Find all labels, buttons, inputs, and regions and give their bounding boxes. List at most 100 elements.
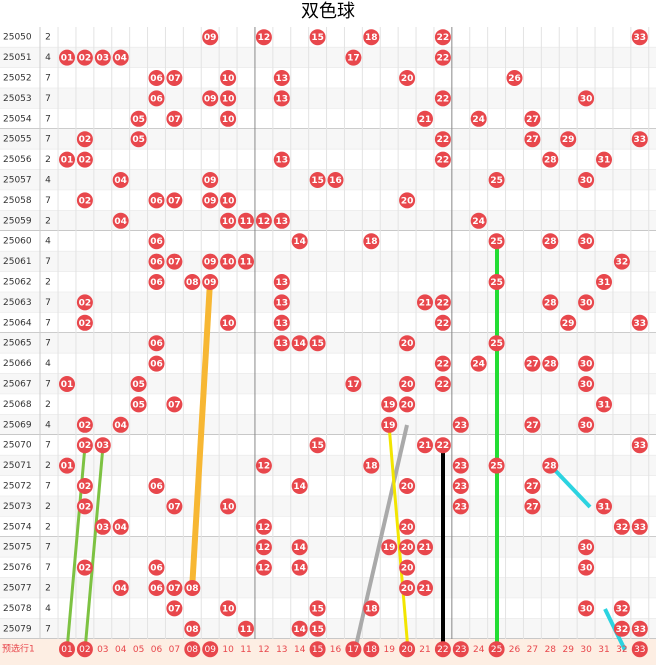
ball-number: 21 — [419, 584, 432, 594]
ball-number: 32 — [616, 625, 629, 635]
ball — [524, 498, 541, 515]
ball-number: 05 — [132, 400, 145, 410]
row-bg — [0, 537, 656, 558]
ball-number: 11 — [240, 217, 253, 227]
ball-number: 22 — [437, 54, 450, 64]
ball-number: 07 — [168, 584, 181, 594]
ball — [184, 580, 201, 596]
ball — [327, 172, 344, 188]
ball — [488, 335, 505, 352]
ball — [631, 518, 648, 535]
count: 7 — [45, 624, 51, 634]
ball — [363, 233, 380, 250]
ball — [76, 192, 93, 209]
ball — [76, 498, 93, 515]
period: 25053 — [3, 94, 32, 104]
ball — [59, 457, 75, 474]
trend-line — [549, 464, 592, 509]
grid — [0, 27, 656, 665]
count: 2 — [45, 400, 51, 410]
ball — [434, 314, 451, 331]
preselect-ball — [631, 641, 648, 658]
trend-line — [189, 281, 213, 591]
ball-number: 24 — [472, 217, 485, 227]
ball — [488, 233, 505, 250]
period: 25070 — [3, 441, 32, 451]
ball-number: 20 — [401, 584, 414, 594]
row-bg — [0, 333, 656, 354]
ball — [524, 131, 541, 148]
ball-number: 18 — [365, 462, 378, 472]
ball-number: 07 — [168, 196, 181, 206]
ball-number: 06 — [150, 339, 163, 349]
ball-number: 06 — [150, 584, 163, 594]
period: 25057 — [3, 176, 32, 186]
ball — [596, 151, 612, 168]
ball — [470, 110, 487, 127]
ball-number: 30 — [580, 176, 593, 186]
ball-number: 07 — [168, 604, 181, 614]
ball-number: 05 — [132, 135, 145, 145]
ball-number: 10 — [222, 502, 235, 512]
row-bg — [0, 88, 656, 109]
ball-number: 23 — [455, 462, 468, 472]
period: 25067 — [3, 380, 32, 390]
ball-number: 01 — [61, 462, 74, 472]
preselect-ball — [434, 641, 451, 658]
ball-number: 18 — [365, 33, 378, 43]
ball — [399, 192, 416, 209]
count: 7 — [45, 196, 51, 206]
ball — [112, 416, 129, 433]
period: 25075 — [3, 543, 32, 553]
ball — [381, 396, 398, 413]
count: 7 — [45, 339, 51, 349]
count: 7 — [45, 563, 51, 573]
ball-number: 15 — [311, 176, 324, 186]
ball — [202, 192, 219, 209]
ball-number: 06 — [150, 278, 163, 288]
ball-number: 30 — [580, 543, 593, 553]
ball-number: 01 — [61, 156, 74, 166]
ball-number: 18 — [365, 237, 378, 247]
ball — [488, 457, 505, 474]
preselect-number: 10 — [222, 645, 234, 655]
ball-number: 06 — [150, 94, 163, 104]
ball-number: 12 — [258, 523, 271, 533]
ball — [345, 376, 362, 392]
ball — [381, 416, 398, 433]
row-bg — [0, 271, 656, 293]
ball — [238, 212, 254, 229]
ball — [596, 396, 612, 413]
ball — [434, 29, 451, 46]
preselect-number: 16 — [330, 645, 342, 655]
ball-number: 20 — [401, 400, 414, 410]
ball — [596, 498, 612, 515]
ball — [434, 151, 451, 168]
ball — [631, 620, 648, 637]
ball-number: 01 — [61, 54, 74, 64]
ball-number: 21 — [419, 441, 432, 451]
row-bg — [0, 190, 656, 211]
preselect-number: 03 — [97, 645, 108, 655]
ball — [112, 212, 129, 229]
ball-number: 06 — [150, 564, 163, 574]
ball-number: 25 — [490, 339, 503, 349]
ball-number: 30 — [580, 564, 593, 574]
ball-number: 22 — [437, 441, 450, 451]
preselect-number: 30 — [580, 645, 592, 655]
preselect-ball — [363, 641, 380, 658]
trend-line — [387, 424, 410, 651]
ball-number: 02 — [79, 196, 92, 206]
cells: 25050 2 25051 4 25052 7 25053 7 25054 7 25055 7 2505… — [2, 33, 51, 655]
period: 25051 — [3, 53, 32, 63]
ball-number: 02 — [79, 298, 92, 308]
ball — [363, 457, 380, 474]
ball-number: 04 — [114, 176, 127, 186]
ball — [255, 518, 272, 535]
preselect-label: 预选行1 — [2, 643, 35, 655]
ball — [94, 437, 111, 454]
ball — [542, 294, 559, 311]
ball — [184, 274, 201, 290]
ball — [542, 233, 559, 250]
